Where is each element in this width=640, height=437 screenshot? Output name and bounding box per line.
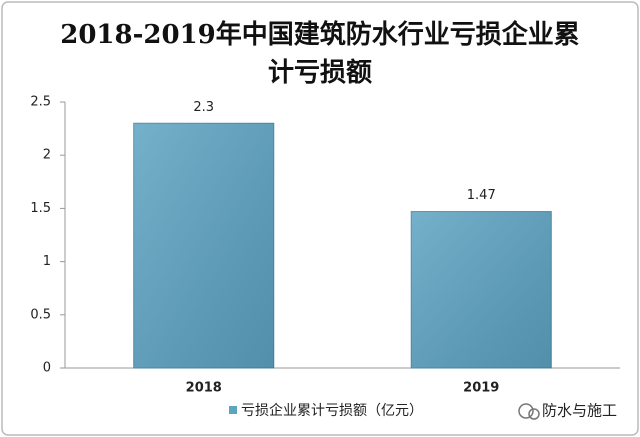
x-tick-label: 2018	[186, 381, 222, 396]
y-tick-label: 0	[43, 361, 51, 376]
watermark-icon	[528, 408, 540, 420]
data-label: 1.47	[467, 188, 496, 203]
watermark-icon	[518, 403, 534, 419]
y-tick-label: 1.5	[30, 201, 51, 216]
y-tick-label: 0.5	[30, 307, 51, 322]
x-tick-label: 2019	[463, 381, 499, 396]
bar-shade	[133, 123, 274, 368]
legend-swatch	[229, 406, 237, 414]
data-label: 2.3	[193, 100, 214, 115]
y-tick-label: 2	[43, 148, 51, 163]
y-tick-label: 2.5	[30, 95, 51, 110]
bar-shade	[411, 211, 552, 368]
y-tick-label: 1	[43, 254, 51, 269]
watermark: 防水与施工	[542, 402, 617, 420]
legend-label: 亏损企业累计亏损额（亿元）	[241, 402, 423, 419]
chart-title: 2018-2019年中国建筑防水行业亏损企业累计亏损额	[60, 20, 580, 88]
